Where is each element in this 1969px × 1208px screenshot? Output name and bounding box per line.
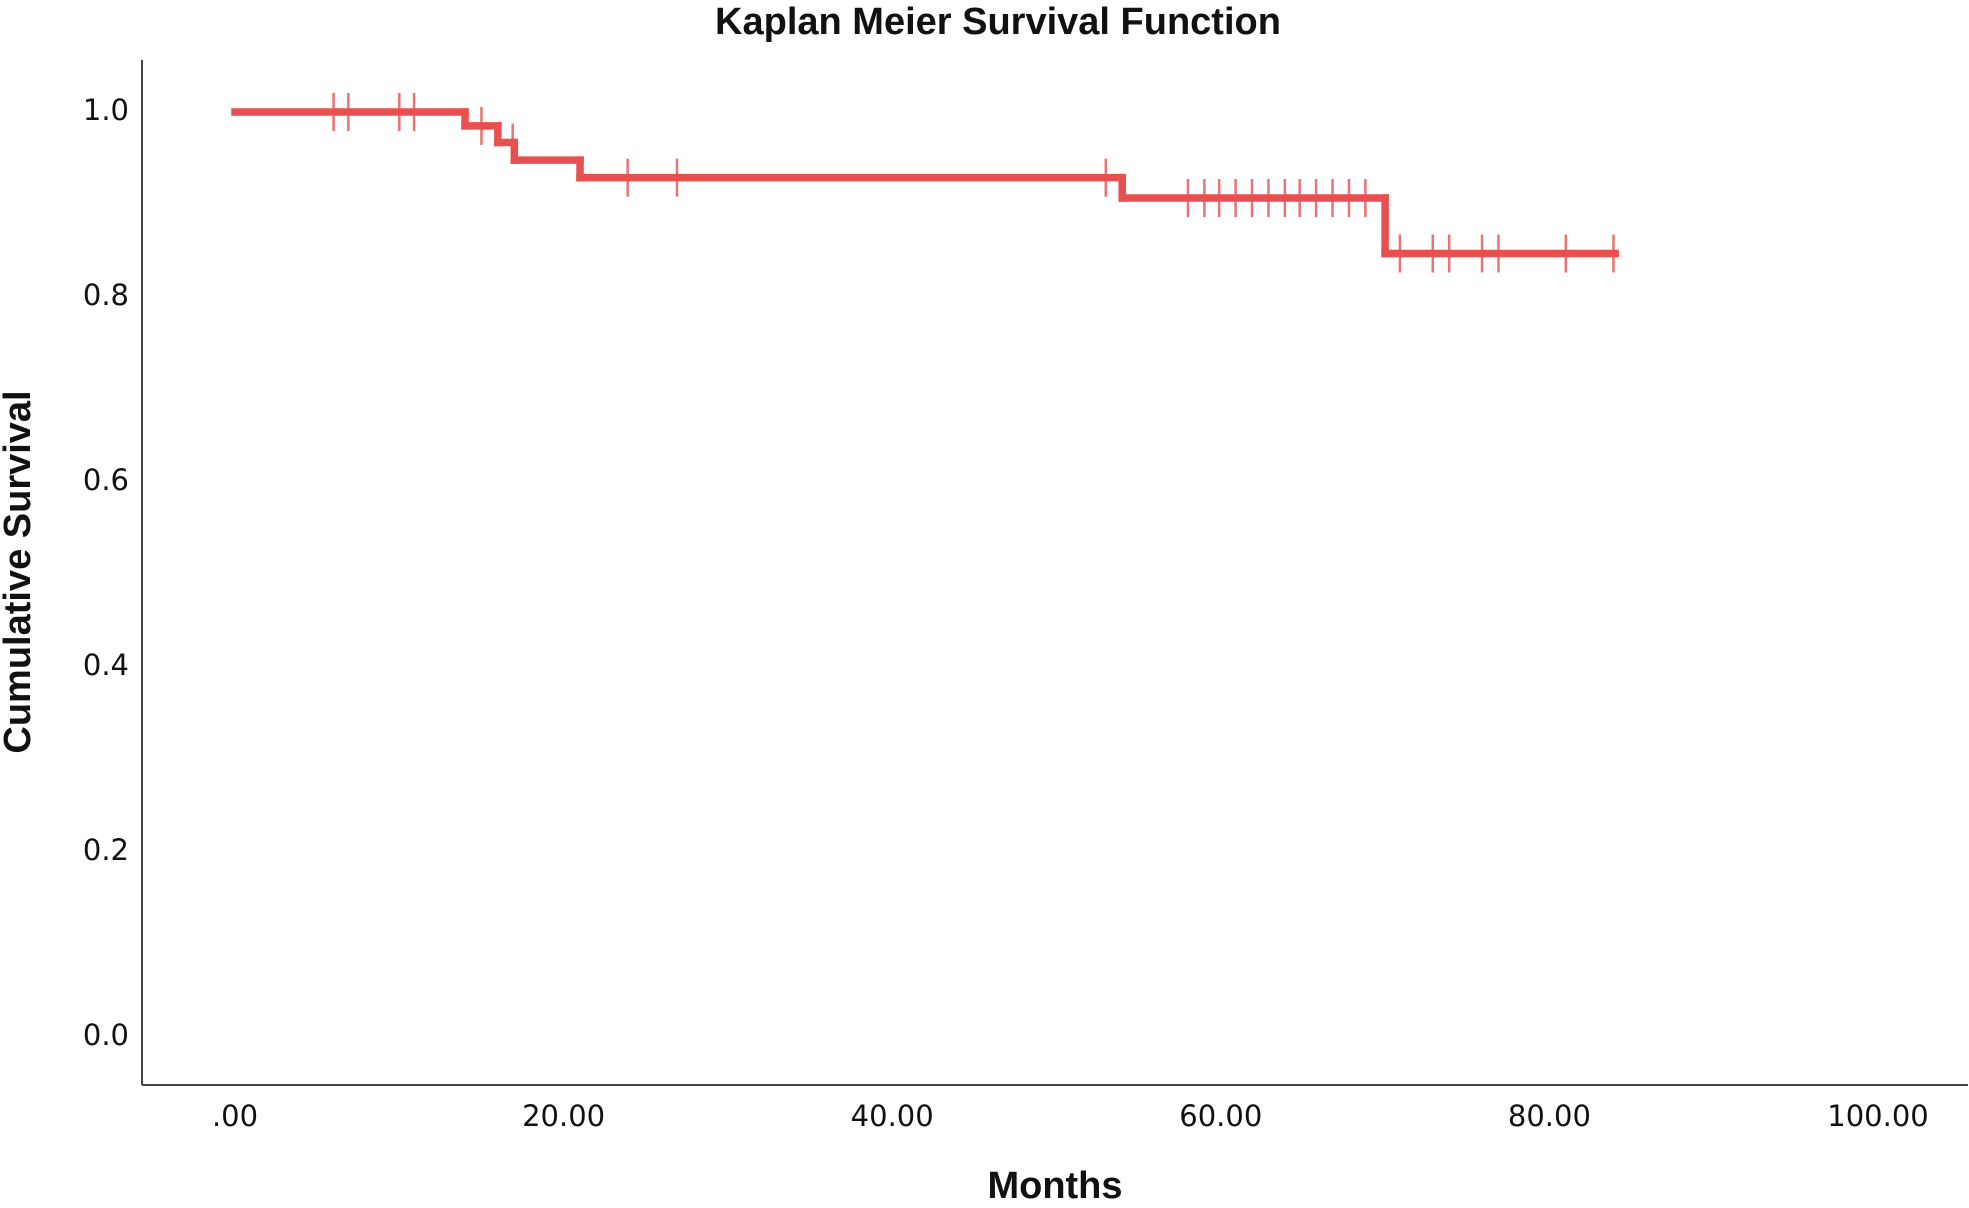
x-tick-label: 20.00 [522, 1099, 605, 1133]
y-tick-label: 0.4 [83, 648, 129, 682]
x-tick-label: 80.00 [1508, 1099, 1591, 1133]
y-tick-label: 0.6 [83, 463, 129, 497]
x-tick-label: 40.00 [851, 1099, 934, 1133]
x-tick-label: 100.00 [1827, 1099, 1928, 1133]
chart-title: Kaplan Meier Survival Function [715, 1, 1281, 43]
x-axis-title: Months [987, 1165, 1122, 1207]
y-tick-label: 0.2 [83, 833, 129, 867]
y-tick-label: 1.0 [83, 93, 129, 127]
x-tick-label: 60.00 [1179, 1099, 1262, 1133]
y-tick-label: 0.8 [83, 278, 129, 312]
y-axis-title: Cumulative Survival [0, 390, 39, 753]
y-tick-label: 0.0 [83, 1018, 129, 1052]
x-tick-label: .00 [212, 1099, 258, 1133]
